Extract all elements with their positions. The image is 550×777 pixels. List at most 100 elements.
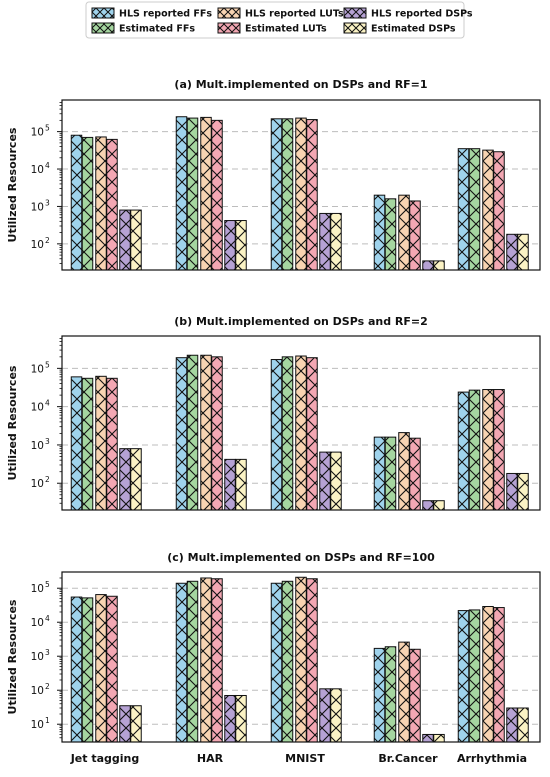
bar-hatch [95, 136, 107, 270]
bar-hatch [319, 688, 331, 742]
bar [119, 209, 131, 271]
bar [200, 577, 212, 743]
bar [482, 606, 494, 743]
bar [457, 610, 470, 743]
y-tick-base: 10 [31, 685, 44, 697]
bar [373, 436, 386, 511]
bar [130, 209, 142, 271]
bar-hatch [482, 150, 494, 270]
y-tick-exponent: 4 [45, 161, 50, 170]
bar [235, 458, 247, 511]
bar [306, 119, 318, 271]
bar [482, 389, 494, 511]
bar-hatch [211, 120, 223, 270]
bar [409, 437, 421, 511]
legend-item: Estimated DSPs [343, 22, 456, 35]
bar-hatch [458, 610, 469, 742]
bar [295, 117, 307, 271]
legend-label: HLS reported LUTs [245, 9, 344, 20]
bar-hatch [482, 389, 494, 510]
bar-hatch [271, 118, 282, 271]
y-tick-exponent: 4 [45, 614, 50, 623]
bar [468, 148, 481, 271]
bar-hatch [469, 609, 480, 742]
bar [130, 705, 142, 743]
y-tick-base: 10 [31, 440, 44, 452]
bar [457, 391, 470, 511]
bar-hatch [282, 118, 293, 271]
x-tick-label: HAR [197, 752, 224, 765]
bar [119, 705, 131, 743]
y-tick-base: 10 [31, 651, 44, 663]
x-tick-label: Br.Cancer [378, 752, 438, 765]
bar [422, 500, 434, 511]
bar [493, 151, 505, 271]
bar [175, 116, 188, 271]
bar-hatch [433, 500, 445, 510]
chart-panel: (a) Mult.implemented on DSPs and RF=110 2… [6, 78, 541, 271]
y-tick-base: 10 [31, 239, 44, 251]
y-tick-base: 10 [31, 201, 44, 213]
bar [224, 220, 236, 271]
legend-label: Estimated FFs [119, 24, 195, 35]
y-tick-exponent: 3 [45, 437, 50, 446]
bar-hatch [409, 649, 421, 742]
bar [70, 134, 83, 271]
bar-hatch [82, 378, 93, 510]
bar-hatch [385, 646, 396, 742]
bar [306, 357, 318, 511]
legend-item: Estimated LUTs [217, 22, 327, 35]
bar-hatch [433, 260, 445, 270]
bar-hatch [374, 195, 385, 270]
bar [95, 375, 107, 511]
bar [373, 647, 386, 743]
bar-hatch [433, 734, 445, 742]
bar-hatch [319, 213, 331, 270]
bar-hatch [211, 578, 223, 742]
y-tick-base: 10 [31, 363, 44, 375]
bar-hatch [517, 708, 529, 742]
legend-swatch-hatch [92, 23, 114, 33]
bar-hatch [306, 119, 318, 270]
bar-hatch [235, 220, 247, 270]
chart-title: (b) Mult.implemented on DSPs and RF=2 [174, 315, 428, 328]
bar-hatch [130, 448, 142, 510]
bar-hatch [106, 139, 118, 270]
legend-swatch-hatch [218, 23, 240, 33]
y-tick-base: 10 [31, 402, 44, 414]
bar-hatch [482, 606, 494, 742]
bar-hatch [506, 708, 518, 742]
bar [224, 458, 236, 511]
bar-hatch [82, 597, 93, 742]
bar-hatch [493, 607, 505, 742]
bar [330, 212, 342, 271]
bar [186, 117, 199, 271]
y-tick-base: 10 [31, 127, 44, 139]
bar-hatch [119, 210, 131, 270]
y-tick-exponent: 4 [45, 399, 50, 408]
bar-hatch [469, 390, 480, 510]
bar [433, 260, 445, 271]
bar-hatch [493, 389, 505, 510]
bar [468, 609, 481, 743]
y-tick-exponent: 5 [45, 124, 50, 133]
bar-hatch [330, 213, 342, 270]
bar-hatch [517, 473, 529, 510]
bar-hatch [224, 695, 236, 742]
y-tick-base: 10 [31, 164, 44, 176]
bar [468, 389, 481, 511]
bar-hatch [130, 210, 142, 270]
y-tick-exponent: 3 [45, 198, 50, 207]
bar [384, 646, 397, 743]
bar [186, 580, 199, 743]
bar-hatch [330, 452, 342, 510]
bar [81, 136, 94, 271]
legend-item: Estimated FFs [91, 22, 195, 35]
bar-hatch [374, 648, 385, 742]
bar [270, 118, 283, 271]
y-tick-label: 10 4 [31, 399, 50, 414]
y-tick-label: 10 2 [31, 236, 50, 251]
x-tick-label: Jet tagging [70, 752, 140, 765]
bar-hatch [235, 459, 247, 510]
